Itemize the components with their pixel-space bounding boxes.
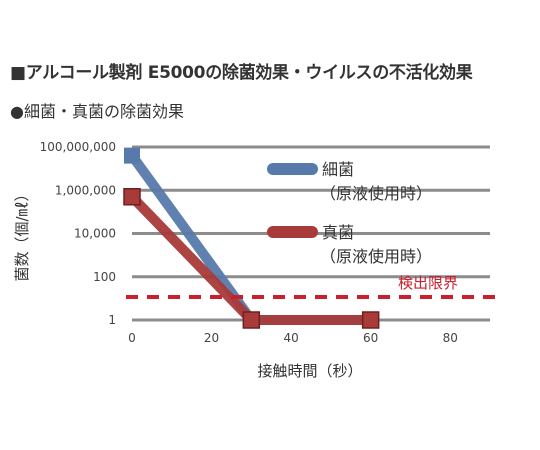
x-tick-label: 0 — [128, 331, 136, 345]
series-point-1 — [123, 188, 141, 206]
detection-limit-label: 検出限界 — [398, 274, 458, 292]
legend-label-0: 細菌 — [322, 160, 354, 179]
x-axis-label: 接触時間（秒） — [257, 362, 362, 380]
series-point-0 — [124, 147, 140, 164]
legend-sublabel-1: （原液使用時） — [320, 247, 432, 266]
tick-layer: 100,000,000 1,000,000 10,000 100 10 20 40 60 80 — [40, 140, 458, 345]
y-tick-label: 1 — [108, 313, 116, 327]
legend-sublabel-0: （原液使用時） — [320, 184, 432, 203]
x-tick-label: 20 — [204, 331, 219, 345]
series-point-1 — [242, 311, 261, 329]
detection-limit-layer: 検出限界 — [126, 274, 498, 299]
series-layer — [123, 147, 380, 329]
legend-layer: 細菌 （原液使用時） 真菌 （原液使用時） — [267, 160, 432, 266]
x-tick-label: 40 — [283, 331, 298, 345]
y-tick-label: 10,000 — [74, 227, 116, 241]
y-axis-label: 菌数（個/㎖） — [13, 186, 31, 281]
y-tick-label: 100,000,000 — [40, 140, 116, 154]
series-point-1 — [361, 311, 380, 329]
y-tick-label: 100 — [93, 270, 116, 284]
page-title: ■アルコール製剤 E5000の除菌効果・ウイルスの不活化効果 — [10, 63, 473, 83]
chart-subtitle: ●細菌・真菌の除菌効果 — [10, 102, 184, 121]
legend-label-1: 真菌 — [322, 223, 354, 242]
y-tick-label: 1,000,000 — [55, 183, 116, 197]
x-tick-label: 80 — [443, 331, 458, 345]
x-tick-label: 60 — [363, 331, 378, 345]
